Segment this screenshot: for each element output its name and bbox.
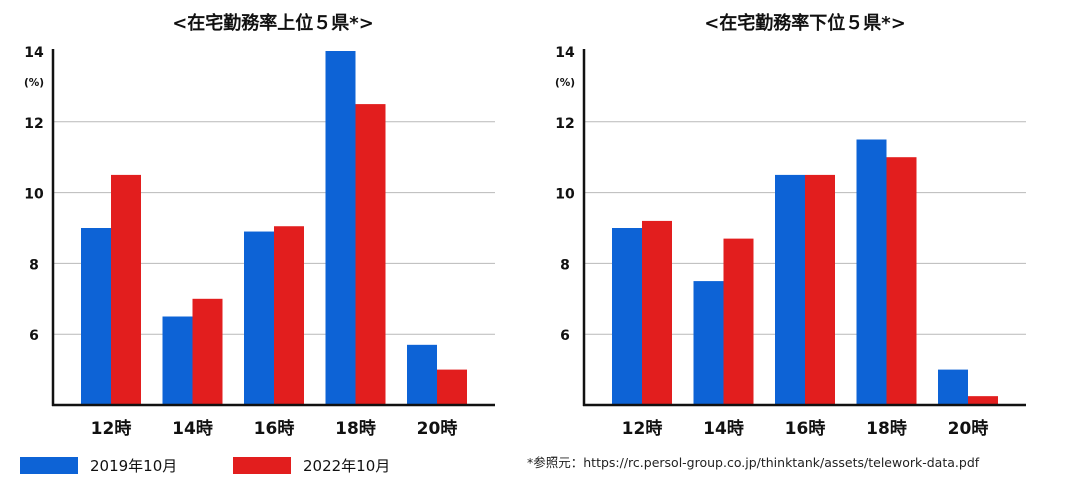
- bar: [162, 316, 193, 405]
- bar: [111, 174, 141, 405]
- x-tick-label: 20時: [417, 418, 458, 439]
- legend-item-2019: 2019年10月: [20, 455, 177, 475]
- x-tick-label: 18時: [335, 418, 376, 439]
- chart-title: <在宅勤務率上位５県*>: [172, 12, 374, 34]
- y-tick-label: 6: [29, 328, 39, 344]
- x-tick-label: 18時: [866, 418, 907, 439]
- y-tick-label: 14: [24, 45, 44, 61]
- x-tick-label: 12時: [622, 418, 663, 439]
- bar: [723, 238, 754, 405]
- bar: [274, 226, 304, 405]
- bar: [355, 104, 386, 405]
- y-unit-label: (%): [24, 77, 44, 89]
- legend-swatch-2019: [20, 456, 78, 474]
- y-tick-label: 8: [29, 257, 39, 273]
- bar: [886, 157, 917, 405]
- bar: [612, 228, 642, 405]
- x-tick-label: 12時: [91, 418, 132, 439]
- y-tick-label: 10: [24, 187, 44, 203]
- source-note: *参照元：https://rc.persol-group.co.jp/think…: [527, 455, 980, 470]
- y-unit-label: (%): [555, 77, 575, 89]
- chart-bottom-5-prefectures: <在宅勤務率下位５県*> 6 8 10 12 14 (%) 12時 14時 16時 18時 20時: [555, 12, 1026, 439]
- y-tick-label: 10: [555, 187, 575, 203]
- x-tick-label: 14時: [172, 418, 213, 439]
- bar: [642, 220, 672, 405]
- bar: [968, 396, 998, 405]
- x-tick-label: 16時: [785, 418, 826, 439]
- y-tick-label: 8: [560, 257, 570, 273]
- legend-label-2019: 2019年10月: [90, 456, 178, 475]
- bar: [805, 174, 835, 405]
- legend-swatch-2022: [233, 456, 291, 474]
- bar: [407, 344, 437, 405]
- y-tick-label: 14: [555, 45, 575, 61]
- bar: [693, 281, 724, 405]
- bar: [938, 369, 968, 405]
- y-tick-label: 6: [560, 328, 570, 344]
- x-tick-label: 20時: [948, 418, 989, 439]
- bar: [775, 174, 805, 405]
- bar: [244, 231, 274, 405]
- x-tick-label: 14時: [703, 418, 744, 439]
- legend-item-2022: 2022年10月: [233, 455, 390, 475]
- bar: [81, 228, 111, 405]
- chart-top-5-prefectures: <在宅勤務率上位５県*> 6 8 10 12 14 (%) 12時 14時 16時 18時 20時: [24, 12, 495, 439]
- chart-title: <在宅勤務率下位５県*>: [704, 12, 906, 34]
- bar: [325, 51, 356, 405]
- bar: [437, 369, 467, 405]
- x-tick-label: 16時: [254, 418, 295, 439]
- legend-label-2022: 2022年10月: [303, 456, 391, 475]
- y-tick-label: 12: [555, 116, 574, 132]
- bar: [856, 139, 887, 405]
- y-tick-label: 12: [24, 116, 43, 132]
- bar: [192, 298, 223, 405]
